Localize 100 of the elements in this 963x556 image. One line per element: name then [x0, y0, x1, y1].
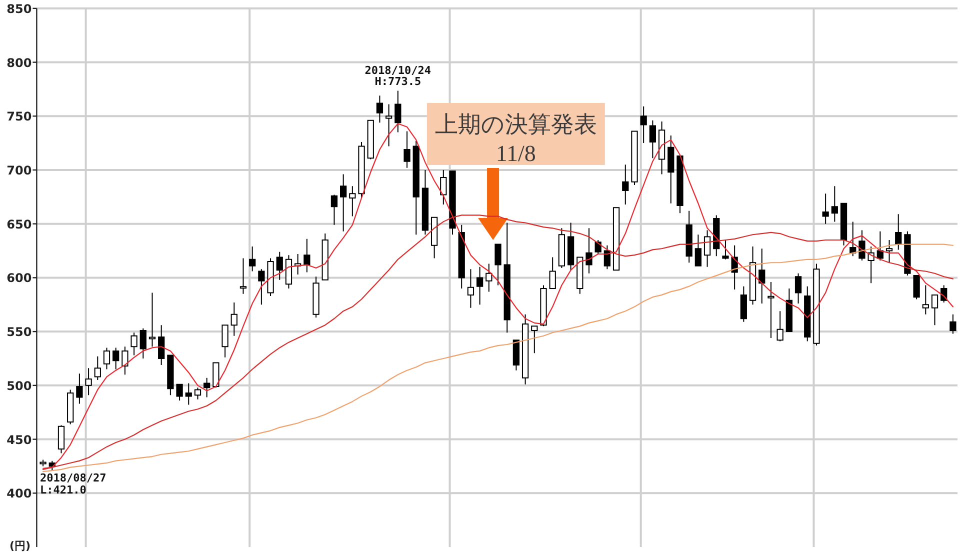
candlestick [776, 310, 784, 342]
candlestick [640, 106, 647, 144]
candlestick [494, 244, 502, 286]
candlestick [258, 268, 265, 306]
candlestick [276, 251, 283, 280]
candlestick [304, 238, 310, 273]
candlestick [749, 246, 756, 306]
y-tick-label: 600 [6, 271, 32, 286]
candlestick [394, 90, 402, 133]
candlestick [794, 272, 802, 304]
candlestick [612, 207, 620, 271]
candlestick [686, 210, 692, 264]
candlestick [850, 221, 856, 257]
candlestick [267, 258, 274, 297]
candlestick [240, 258, 247, 294]
candlestick [422, 169, 429, 236]
candlestick [85, 368, 92, 396]
candlestick [103, 347, 110, 370]
annotation: 11/8 [496, 140, 536, 166]
candlestick [813, 263, 820, 346]
candlestick [540, 284, 547, 327]
candlestick [322, 233, 328, 280]
candlestick [430, 216, 438, 259]
candlestick [694, 234, 702, 266]
y-tick-label: 800 [6, 56, 32, 70]
y-tick-label: 850 [6, 2, 32, 16]
candlestick [158, 324, 165, 366]
candlestick [704, 230, 711, 268]
candlestick [222, 324, 228, 358]
candlestick [631, 130, 638, 186]
candlestick [458, 224, 465, 289]
y-tick-label: 750 [6, 110, 32, 124]
candlestick [185, 382, 192, 406]
candlestick [486, 263, 492, 292]
candlestick [713, 214, 720, 257]
candlestick [349, 186, 356, 217]
candlestick [840, 202, 848, 246]
candlestick [40, 459, 46, 467]
candlestick [722, 240, 729, 260]
candlestick [567, 222, 574, 271]
candlestick [586, 228, 592, 274]
candlestick [230, 302, 238, 336]
candlestick [194, 387, 202, 400]
candlestick [886, 240, 893, 264]
candlestick [449, 170, 456, 236]
candlestick [576, 256, 584, 294]
candlestick [649, 120, 656, 159]
candlestick [76, 373, 83, 404]
candlestick [549, 256, 556, 289]
candlestick [440, 169, 447, 205]
candlestick [768, 282, 774, 339]
candlestick [67, 389, 74, 425]
candlestick [804, 286, 811, 342]
y-tick-label: 500 [6, 378, 32, 393]
candlestick [950, 314, 956, 334]
candlestick [831, 186, 838, 222]
candlestick [476, 266, 484, 306]
y-tick-label: 550 [6, 325, 32, 340]
candlestick [786, 288, 792, 332]
candlestick [330, 194, 338, 226]
candlestick [922, 284, 929, 315]
candlestick [412, 140, 420, 236]
annotation: H:773.5 [374, 74, 422, 88]
candlestick [658, 121, 666, 175]
candlestick [358, 141, 365, 198]
candlestick [876, 230, 884, 261]
candlestick [822, 193, 829, 224]
annotation: 2018/08/27 [40, 472, 106, 485]
candlestick [758, 248, 766, 304]
candlestick [58, 424, 65, 454]
candlestick [904, 230, 911, 276]
candlestick [140, 328, 146, 359]
candlestick [594, 240, 602, 254]
candlestick [622, 164, 629, 205]
candlestick [895, 214, 902, 250]
candlestick [467, 268, 474, 308]
candlestick [367, 120, 374, 160]
candlestick [668, 135, 674, 204]
annotation: 2018/10/24 [364, 64, 432, 77]
candlestick [376, 95, 384, 124]
candlestick [558, 228, 566, 269]
candlestick [404, 130, 410, 168]
y-axis-title: (円) [9, 540, 31, 552]
candlestick [931, 294, 938, 326]
candlestick [312, 276, 320, 318]
y-tick-label: 400 [6, 486, 32, 501]
candlestick [122, 346, 128, 376]
candlestick [148, 292, 156, 348]
candlestick [176, 384, 183, 401]
candlestick [504, 222, 510, 334]
candlestick [340, 174, 347, 232]
annotation: L:421.0 [40, 484, 86, 497]
candlestick [285, 254, 292, 289]
candlestick [130, 332, 138, 356]
annotation: 上期の決算発表 [434, 112, 597, 137]
candlestick [385, 104, 392, 147]
candlestick [112, 347, 120, 370]
candlestick [204, 377, 210, 398]
y-tick-label: 650 [6, 217, 32, 232]
candlestick [512, 340, 520, 371]
